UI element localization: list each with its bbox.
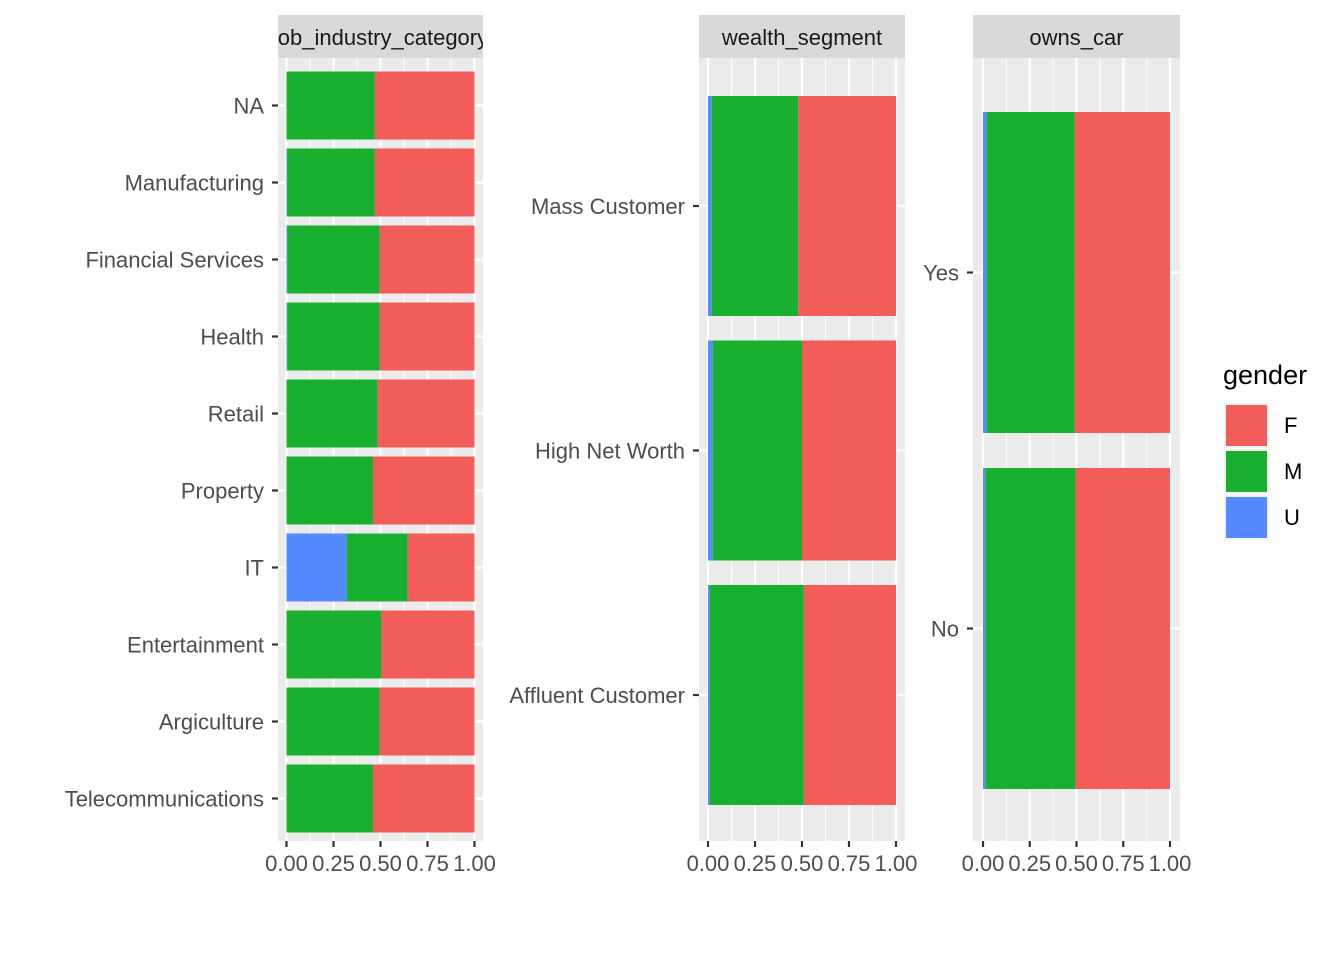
bar-M-telecommunications: [286, 764, 373, 833]
legend-key-F: [1226, 405, 1267, 446]
bar-F-telecommunications: [372, 764, 475, 833]
bar-U-manufacturing: [286, 148, 288, 217]
bar-M-affluent-customer: [709, 585, 804, 805]
bar-F-financial-services: [379, 225, 475, 294]
bar-U-yes: [983, 112, 987, 433]
bar-M-no: [985, 468, 1076, 789]
legend-key-U: [1226, 497, 1267, 538]
y-tick-label: IT: [244, 556, 264, 581]
y-tick-label: High Net Worth: [535, 439, 685, 464]
facet-strip-label: job_industry_category: [272, 25, 488, 50]
bar-M-high-net-worth: [712, 340, 802, 561]
facet-strip: [699, 15, 905, 58]
legend-label-F: F: [1284, 413, 1297, 438]
y-tick-label: Argiculture: [159, 710, 264, 735]
bar-U-financial-services: [286, 225, 288, 294]
x-tick-label: 0.25: [312, 851, 355, 876]
x-tick-label: 0.75: [828, 851, 871, 876]
bar-F-high-net-worth: [802, 340, 896, 561]
facet-strip-label: wealth_segment: [721, 25, 882, 50]
x-tick-label: 1.00: [1149, 851, 1192, 876]
bar-M-retail: [286, 379, 378, 448]
x-tick-label: 1.00: [453, 851, 496, 876]
y-tick-label: Retail: [208, 402, 264, 427]
bar-F-entertainment: [381, 610, 475, 679]
x-tick-label: 0.50: [781, 851, 824, 876]
bar-U-health: [286, 302, 288, 371]
bar-M-it: [346, 533, 408, 602]
y-tick-label: Yes: [923, 261, 959, 286]
y-tick-label: Health: [200, 325, 264, 350]
bar-M-na: [286, 71, 375, 140]
x-tick-label: 0.25: [734, 851, 777, 876]
y-tick-label: Property: [181, 479, 264, 504]
bar-M-financial-services: [287, 225, 380, 294]
facet-strip: [973, 15, 1180, 58]
x-tick-label: 0.00: [687, 851, 730, 876]
x-tick-label: 1.00: [875, 851, 918, 876]
y-tick-label: Entertainment: [127, 633, 264, 658]
bar-F-health: [379, 302, 475, 371]
legend-title: gender: [1223, 360, 1307, 390]
facet-panel-job-industry-category: job_industry_category NA Manufacturing Fina…: [65, 15, 496, 876]
legend-label-U: U: [1284, 505, 1300, 530]
bar-F-argiculture: [379, 687, 475, 756]
bar-M-health: [287, 302, 380, 371]
bar-F-mass-customer: [798, 96, 896, 316]
y-tick-label: NA: [233, 94, 264, 119]
y-tick-label: No: [931, 617, 959, 642]
bar-F-manufacturing: [374, 148, 475, 217]
y-tick-label: Mass Customer: [531, 194, 685, 219]
bar-F-affluent-customer: [803, 585, 896, 805]
x-tick-label: 0.00: [962, 851, 1005, 876]
bar-U-mass-customer: [708, 96, 712, 316]
y-tick-label: Manufacturing: [125, 171, 264, 196]
bar-F-property: [372, 456, 475, 525]
legend-label-M: M: [1284, 459, 1302, 484]
bar-M-yes: [986, 112, 1075, 433]
bar-F-yes: [1074, 112, 1170, 433]
y-tick-label: Telecommunications: [65, 787, 264, 812]
bar-M-property: [286, 456, 373, 525]
bar-M-mass-customer: [711, 96, 799, 316]
facet-panel-wealth-segment: wealth_segment Mass Customer High Net Wort…: [509, 15, 917, 876]
bar-F-it: [407, 533, 475, 602]
bar-M-manufacturing: [287, 148, 375, 217]
bar-U-high-net-worth: [708, 340, 713, 561]
legend: gender FMU: [1223, 360, 1307, 540]
x-tick-label: 0.50: [1055, 851, 1098, 876]
facet-panel-owns-car: owns_car Yes No 0.00 0.25 0.50 0.75 1.00: [923, 15, 1191, 876]
bar-U-affluent-customer: [708, 585, 710, 805]
bar-F-retail: [377, 379, 475, 448]
bar-U-no: [983, 468, 986, 789]
legend-key-M: [1226, 451, 1267, 492]
x-tick-label: 0.00: [265, 851, 308, 876]
bar-M-argiculture: [286, 687, 380, 756]
bar-U-it: [286, 533, 347, 602]
y-tick-label: Affluent Customer: [509, 683, 685, 708]
bar-F-no: [1075, 468, 1170, 789]
bar-F-na: [374, 71, 475, 140]
x-tick-label: 0.75: [406, 851, 449, 876]
x-tick-label: 0.25: [1008, 851, 1051, 876]
x-tick-label: 0.75: [1102, 851, 1145, 876]
facet-strip-label: owns_car: [1029, 25, 1123, 50]
bar-M-entertainment: [286, 610, 382, 679]
facet-strip: [278, 15, 483, 58]
y-tick-label: Financial Services: [85, 248, 264, 273]
x-tick-label: 0.50: [359, 851, 402, 876]
